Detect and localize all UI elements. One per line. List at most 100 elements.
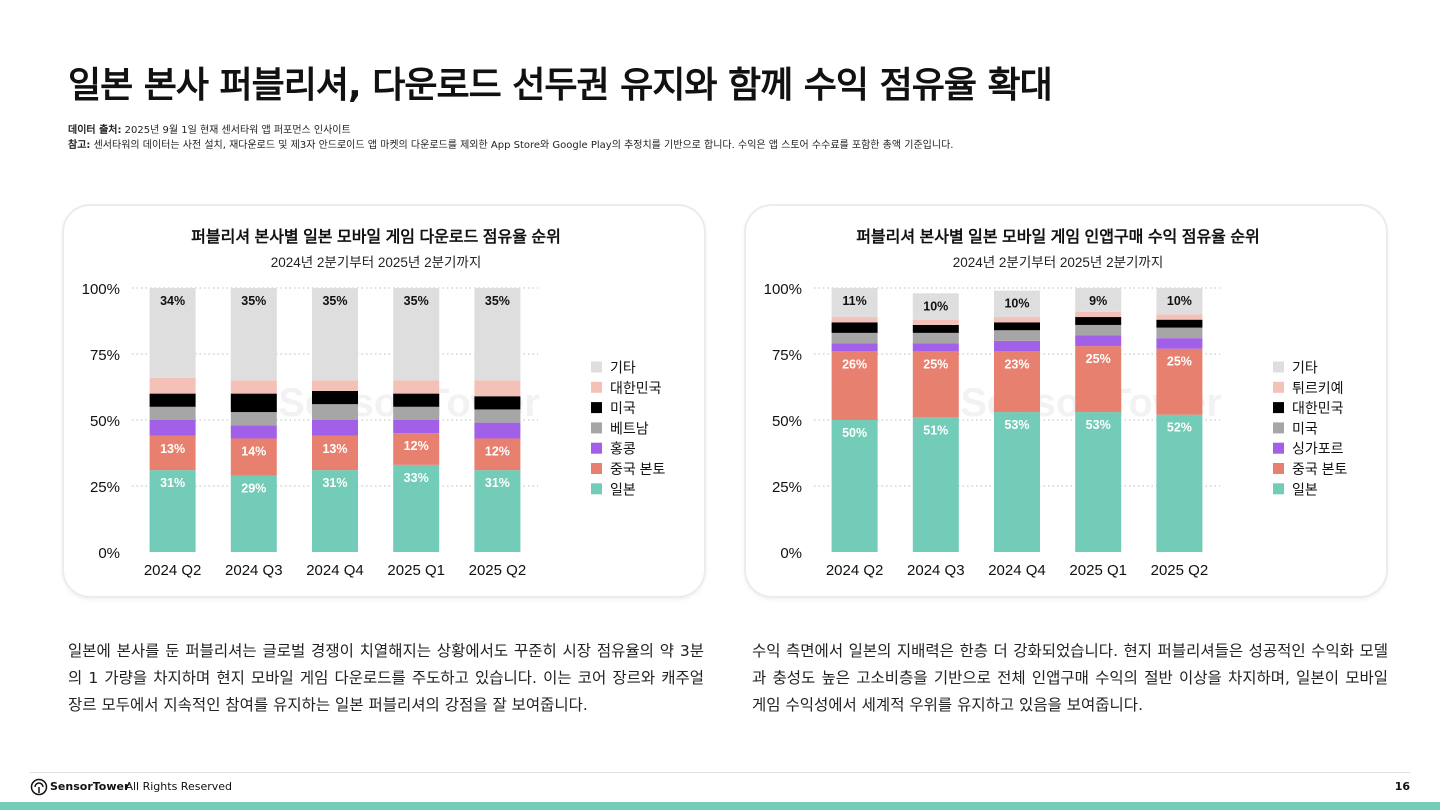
data-label: 52%: [1167, 421, 1192, 435]
bar-segment: [1075, 317, 1122, 325]
legend-label: 일본: [610, 481, 636, 497]
bar-segment: [831, 322, 878, 333]
bar-segment: [312, 420, 358, 436]
x-tick-label: 2024 Q4: [988, 562, 1046, 579]
chart-title: 퍼블리셔 본사별 일본 모바일 게임 인앱구매 수익 점유율 순위: [856, 227, 1260, 246]
legend-swatch: [591, 381, 602, 393]
bar-segment: [312, 288, 358, 381]
bar-segment: [230, 412, 277, 426]
bar-segment: [1156, 414, 1203, 552]
legend-swatch: [1273, 442, 1284, 454]
legend-label: 미국: [1292, 420, 1318, 436]
bar-segment: [312, 390, 358, 405]
bar-segment: [1075, 346, 1122, 413]
bottom-accent-bar: [0, 802, 1440, 810]
legend-label: 싱가포르: [1292, 441, 1344, 457]
bar-segment: [994, 317, 1040, 323]
data-label: 12%: [404, 439, 429, 453]
bar-segment: [1075, 288, 1122, 312]
bar-segment: [912, 343, 959, 352]
page-title: 일본 본사 퍼블리셔, 다운로드 선두권 유지와 함께 수익 점유율 확대: [68, 65, 1053, 106]
bar-segment: [912, 319, 959, 325]
methodology-note: 참고: 센서타워의 데이터는 사전 설치, 재다운로드 및 제3자 안드로이드 …: [68, 136, 953, 151]
sensor-tower-logo-icon: [30, 778, 48, 796]
bar-segment: [312, 380, 358, 391]
legend-swatch: [1273, 402, 1284, 414]
data-label: 13%: [160, 442, 185, 456]
bar-segment: [149, 406, 196, 420]
bar-segment: [474, 438, 521, 471]
bar-segment: [994, 330, 1040, 341]
data-label: 23%: [1004, 357, 1029, 371]
chart-title: 퍼블리셔 본사별 일본 모바일 게임 다운로드 점유율 순위: [191, 227, 561, 246]
x-tick-label: 2024 Q3: [225, 562, 283, 579]
bar-segment: [393, 380, 440, 394]
bar-segment: [230, 475, 277, 552]
bar-segment: [994, 290, 1040, 318]
legend-label: 중국 본토: [610, 461, 666, 477]
bar-segment: [1075, 324, 1122, 336]
data-label: 26%: [842, 357, 867, 371]
bar-segment: [474, 409, 521, 423]
data-label: 31%: [485, 476, 510, 490]
bar-segment: [393, 433, 440, 465]
legend-swatch: [591, 463, 602, 474]
revenue-share-chart: Sensor Tower퍼블리셔 본사별 일본 모바일 게임 인앱구매 수익 점…: [764, 227, 1348, 579]
data-label: 14%: [241, 444, 266, 458]
bar-segment: [312, 470, 358, 552]
downloads-chart-card: Sensor Tower퍼블리셔 본사별 일본 모바일 게임 다운로드 점유율 …: [64, 206, 704, 596]
y-tick-label: 0%: [98, 545, 120, 562]
footer-brand: SensorTower: [50, 780, 130, 793]
bar-segment: [149, 393, 196, 407]
x-tick-label: 2025 Q1: [1069, 562, 1127, 579]
bar-segment: [474, 396, 521, 410]
data-label: 35%: [485, 294, 510, 308]
data-label: 31%: [322, 476, 347, 490]
bar-segment: [149, 435, 196, 471]
y-tick-label: 100%: [82, 281, 120, 298]
y-tick-label: 75%: [772, 347, 802, 364]
bar-segment: [149, 377, 196, 394]
data-label: 12%: [485, 444, 510, 458]
legend-swatch: [1273, 361, 1284, 373]
page-number: 16: [1394, 780, 1410, 793]
data-label: 50%: [842, 426, 867, 440]
data-label: 10%: [1167, 294, 1192, 308]
bar-segment: [474, 288, 521, 381]
legend-label: 미국: [610, 400, 636, 416]
bar-segment: [230, 380, 277, 394]
y-tick-label: 50%: [772, 413, 802, 430]
bar-segment: [994, 412, 1040, 552]
data-label: 53%: [1004, 418, 1029, 432]
bar-segment: [1156, 348, 1203, 415]
legend-swatch: [1273, 422, 1284, 434]
bar-segment: [393, 393, 440, 407]
data-label: 10%: [1004, 297, 1029, 311]
bar-segment: [230, 425, 277, 439]
bar-segment: [831, 351, 878, 420]
bar-segment: [831, 332, 878, 344]
footer-rights: - All Rights Reserved: [118, 780, 232, 793]
revenue-chart-card: Sensor Tower퍼블리셔 본사별 일본 모바일 게임 인앱구매 수익 점…: [746, 206, 1386, 596]
bar-segment: [149, 288, 196, 378]
legend-swatch: [591, 422, 602, 434]
bar-segment: [393, 464, 440, 552]
data-source-text: 2025년 9월 1일 현재 센서타워 앱 퍼포먼스 인사이트: [124, 125, 351, 136]
bar-segment: [474, 380, 521, 397]
y-tick-label: 25%: [90, 479, 120, 496]
bar-segment: [1156, 327, 1203, 339]
y-tick-label: 100%: [764, 281, 802, 298]
bar-segment: [912, 293, 959, 320]
data-label: 29%: [241, 481, 266, 495]
bar-segment: [393, 406, 440, 420]
y-tick-label: 75%: [90, 347, 120, 364]
y-tick-label: 0%: [780, 545, 802, 562]
bar-segment: [230, 393, 277, 413]
data-source-label: 데이터 출처:: [68, 125, 122, 136]
legend-label: 기타: [610, 360, 636, 376]
legend-swatch: [591, 483, 602, 495]
x-tick-label: 2025 Q1: [387, 562, 445, 579]
data-label: 25%: [1167, 355, 1192, 369]
data-label: 35%: [241, 294, 266, 308]
bar-segment: [994, 322, 1040, 331]
